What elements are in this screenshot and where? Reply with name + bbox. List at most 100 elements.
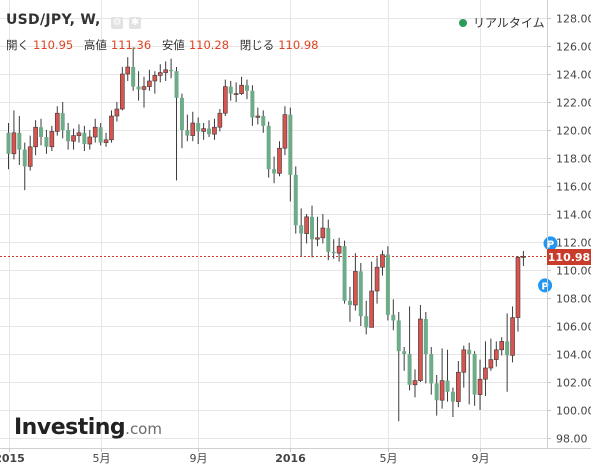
candle[interactable] (223, 79, 228, 116)
candle[interactable] (374, 257, 380, 304)
candle[interactable] (27, 135, 33, 171)
candle[interactable] (467, 342, 472, 405)
candle[interactable] (488, 338, 494, 371)
candle[interactable] (98, 123, 103, 146)
candle[interactable] (336, 237, 342, 262)
candle[interactable] (131, 47, 136, 91)
candle[interactable] (169, 58, 174, 79)
candle[interactable] (369, 261, 374, 328)
candle[interactable] (71, 128, 76, 150)
candle[interactable] (358, 263, 363, 326)
candle[interactable] (114, 102, 120, 122)
candle[interactable] (157, 64, 163, 83)
candle[interactable] (510, 306, 515, 363)
candle[interactable] (493, 341, 499, 367)
gear-icon[interactable]: ⚙ (111, 17, 124, 29)
candle[interactable] (185, 114, 190, 142)
candle[interactable] (66, 123, 71, 150)
candle[interactable] (331, 239, 336, 259)
candle[interactable] (87, 130, 93, 150)
candle[interactable] (456, 361, 461, 408)
candle[interactable] (483, 341, 488, 396)
candle[interactable] (385, 246, 390, 321)
candle[interactable] (217, 109, 223, 132)
candle[interactable] (33, 120, 38, 156)
candle[interactable] (326, 219, 331, 261)
candle[interactable] (190, 111, 196, 142)
candle[interactable] (109, 110, 114, 143)
candle[interactable] (304, 214, 309, 244)
candle[interactable] (141, 76, 147, 108)
candle[interactable] (477, 359, 483, 410)
candle[interactable] (82, 125, 87, 151)
symbol-title[interactable]: USD/JPY, W, (6, 12, 101, 28)
candle[interactable] (515, 256, 521, 332)
candle[interactable] (445, 349, 450, 402)
candle[interactable] (412, 369, 418, 398)
candle[interactable] (147, 69, 152, 91)
candle[interactable] (196, 117, 201, 144)
candle[interactable] (282, 106, 288, 156)
settings-icon[interactable]: ✱ (129, 17, 142, 29)
candle[interactable] (434, 375, 439, 416)
candle[interactable] (11, 110, 17, 160)
candle[interactable] (233, 82, 239, 102)
candle[interactable] (521, 250, 526, 267)
candle[interactable] (179, 93, 184, 149)
candle[interactable] (103, 132, 109, 147)
candles[interactable] (6, 47, 526, 422)
candle[interactable] (380, 250, 385, 276)
candle[interactable] (461, 345, 467, 388)
candle[interactable] (429, 347, 434, 395)
candle[interactable] (125, 57, 131, 81)
candle[interactable] (228, 81, 233, 101)
candle[interactable] (347, 286, 352, 322)
candle[interactable] (76, 124, 82, 143)
candle[interactable] (152, 71, 158, 94)
candle[interactable] (450, 387, 455, 417)
candle[interactable] (17, 116, 22, 165)
candle[interactable] (407, 306, 412, 391)
candle[interactable] (174, 67, 179, 181)
candle[interactable] (315, 216, 320, 247)
candle[interactable] (250, 85, 255, 126)
candle[interactable] (472, 351, 477, 406)
candle[interactable] (207, 120, 212, 137)
candle[interactable] (163, 61, 168, 81)
candle[interactable] (39, 118, 44, 146)
candle[interactable] (505, 313, 510, 392)
candle[interactable] (299, 208, 304, 256)
candle[interactable] (391, 299, 396, 331)
candle[interactable] (255, 107, 261, 125)
candle[interactable] (239, 76, 244, 95)
candle[interactable] (277, 141, 282, 177)
candle[interactable] (22, 142, 27, 191)
candle[interactable] (49, 125, 55, 151)
candle[interactable] (120, 67, 125, 111)
candle[interactable] (60, 102, 65, 139)
candle[interactable] (364, 300, 369, 335)
candle[interactable] (288, 107, 293, 202)
candle[interactable] (212, 118, 217, 140)
candle[interactable] (353, 253, 358, 311)
candle[interactable] (266, 121, 271, 178)
candle[interactable] (310, 205, 315, 258)
candle[interactable] (201, 123, 206, 140)
candle[interactable] (423, 312, 428, 384)
candle[interactable] (272, 156, 277, 184)
candle[interactable] (396, 312, 401, 422)
candle[interactable] (6, 123, 11, 170)
candle[interactable] (136, 71, 141, 101)
candle[interactable] (320, 214, 326, 244)
candle[interactable] (402, 347, 407, 371)
candle[interactable] (44, 130, 49, 154)
event-marker[interactable]: P (538, 278, 553, 293)
candle[interactable] (54, 106, 60, 136)
candle[interactable] (261, 110, 266, 133)
candle[interactable] (342, 240, 347, 304)
candle[interactable] (293, 166, 298, 234)
candle[interactable] (499, 337, 505, 356)
candle[interactable] (418, 305, 423, 382)
candle[interactable] (439, 348, 445, 409)
